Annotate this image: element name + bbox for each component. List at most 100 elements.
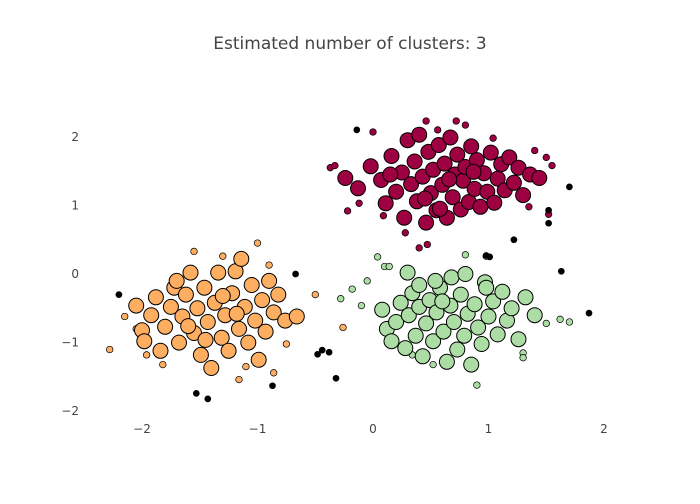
core-sample-point bbox=[128, 297, 145, 314]
core-sample-point bbox=[482, 144, 499, 161]
sample-point bbox=[265, 261, 273, 269]
core-sample-point bbox=[414, 348, 431, 365]
x-tick-label: −2 bbox=[133, 422, 151, 436]
core-sample-point bbox=[485, 293, 502, 310]
core-sample-point bbox=[403, 176, 420, 193]
core-sample-point bbox=[247, 312, 264, 329]
core-sample-point bbox=[407, 327, 424, 344]
sample-point bbox=[542, 319, 550, 328]
core-sample-point bbox=[396, 209, 413, 226]
sample-point bbox=[190, 247, 198, 256]
core-sample-point bbox=[452, 286, 469, 303]
core-sample-point bbox=[418, 214, 435, 231]
sample-point bbox=[566, 183, 573, 191]
sample-point bbox=[473, 381, 481, 389]
sample-point bbox=[318, 346, 326, 354]
core-sample-point bbox=[180, 318, 197, 335]
core-sample-point bbox=[473, 336, 490, 352]
sample-point bbox=[337, 295, 345, 303]
sample-point bbox=[311, 290, 319, 299]
chart-title: Estimated number of clusters: 3 bbox=[213, 34, 486, 54]
core-sample-point bbox=[438, 353, 455, 370]
core-sample-point bbox=[432, 200, 448, 217]
y-tick-label: 2 bbox=[71, 130, 79, 144]
core-sample-point bbox=[486, 194, 503, 211]
core-sample-point bbox=[383, 148, 400, 164]
core-sample-point bbox=[265, 304, 282, 321]
y-tick-label: 0 bbox=[71, 267, 79, 281]
core-sample-point bbox=[418, 315, 435, 332]
sample-point bbox=[353, 126, 361, 134]
core-sample-point bbox=[449, 146, 466, 163]
sample-point bbox=[548, 161, 556, 170]
core-sample-point bbox=[425, 333, 442, 350]
core-sample-point bbox=[478, 279, 495, 296]
core-sample-point bbox=[489, 326, 506, 343]
sample-point bbox=[585, 309, 593, 317]
core-sample-point bbox=[240, 334, 257, 351]
core-sample-point bbox=[392, 294, 409, 311]
sample-point bbox=[486, 253, 494, 261]
core-sample-point bbox=[231, 320, 247, 337]
sample-point bbox=[429, 360, 437, 369]
core-sample-point bbox=[434, 293, 451, 310]
core-sample-point bbox=[465, 163, 482, 180]
core-sample-point bbox=[362, 158, 379, 175]
core-sample-point bbox=[470, 319, 487, 336]
core-sample-point bbox=[196, 279, 213, 296]
core-sample-point bbox=[388, 183, 405, 200]
core-sample-point bbox=[136, 333, 153, 350]
sample-point bbox=[348, 285, 356, 293]
core-sample-point bbox=[250, 351, 267, 368]
core-sample-point bbox=[526, 307, 543, 324]
core-sample-point bbox=[442, 129, 459, 146]
core-sample-point bbox=[157, 318, 174, 335]
core-sample-point bbox=[406, 153, 423, 170]
sample-point bbox=[461, 121, 470, 129]
core-sample-point bbox=[505, 174, 522, 191]
sample-point bbox=[253, 239, 262, 247]
core-sample-point bbox=[213, 329, 230, 346]
sample-point bbox=[219, 252, 227, 260]
x-tick-label: −1 bbox=[249, 422, 267, 436]
core-sample-point bbox=[382, 166, 399, 183]
sample-point bbox=[373, 253, 382, 261]
core-sample-point bbox=[182, 264, 199, 281]
core-sample-point bbox=[463, 138, 480, 155]
core-sample-point bbox=[189, 300, 206, 317]
core-sample-point bbox=[443, 269, 460, 286]
core-sample-point bbox=[270, 286, 287, 303]
core-sample-point bbox=[411, 126, 428, 143]
core-sample-point bbox=[436, 155, 453, 172]
core-sample-point bbox=[288, 308, 305, 325]
core-sample-point bbox=[399, 264, 416, 281]
core-sample-point bbox=[199, 314, 216, 330]
sample-point bbox=[519, 354, 527, 362]
core-sample-point bbox=[435, 323, 452, 340]
core-sample-point bbox=[445, 314, 462, 330]
core-sample-point bbox=[261, 272, 278, 289]
sample-point bbox=[159, 360, 167, 369]
core-sample-point bbox=[350, 180, 366, 197]
core-sample-point bbox=[171, 334, 187, 351]
sample-point bbox=[270, 369, 278, 377]
core-sample-point bbox=[510, 331, 527, 348]
core-sample-point bbox=[430, 137, 447, 153]
sample-point bbox=[434, 126, 442, 134]
y-tick-label: −2 bbox=[61, 404, 79, 418]
core-sample-point bbox=[374, 301, 391, 318]
sample-point bbox=[343, 207, 352, 215]
core-sample-point bbox=[457, 266, 474, 282]
x-tick-label: 1 bbox=[485, 422, 493, 436]
core-sample-point bbox=[210, 264, 227, 281]
sample-point bbox=[204, 395, 212, 403]
sample-point bbox=[423, 240, 431, 249]
sample-point bbox=[369, 128, 377, 136]
sample-point bbox=[242, 362, 250, 371]
y-axis-ticks: −2 −1 0 1 2 bbox=[61, 130, 79, 418]
core-sample-point bbox=[243, 277, 260, 293]
x-tick-label: 0 bbox=[369, 422, 377, 436]
sample-point bbox=[461, 251, 470, 259]
